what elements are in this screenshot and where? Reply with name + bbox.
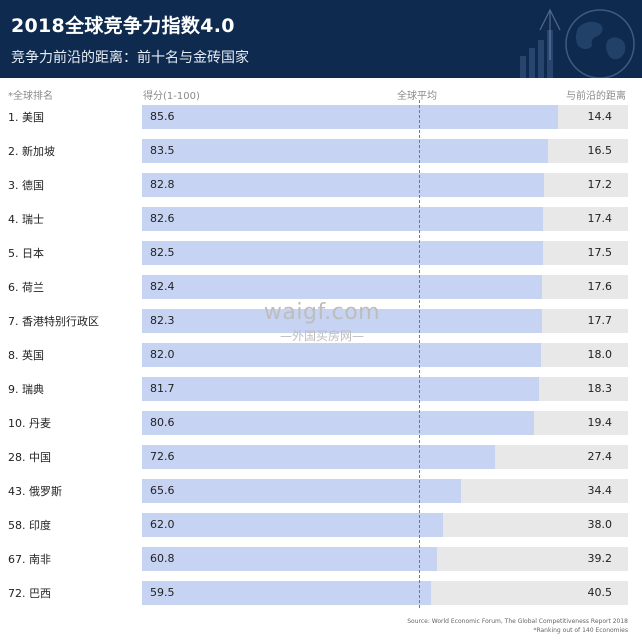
chart-row: 43. 俄罗斯 65.6 34.4 [0,479,642,503]
chart-row: 2. 新加坡 83.5 16.5 [0,139,642,163]
chart-row: 3. 德国 82.8 17.2 [0,173,642,197]
score-value-label: 82.0 [150,348,175,361]
score-value-label: 81.7 [150,382,175,395]
watermark: waigf.com —外国买房网— [262,300,382,344]
score-bar [142,241,543,265]
chart-header: 2018全球竞争力指数4.0 竞争力前沿的距离：前十名与金砖国家 [0,0,642,78]
chart-row: 28. 中国 72.6 27.4 [0,445,642,469]
category-label: 72. 巴西 [8,587,51,600]
distance-value-label: 17.4 [587,212,613,225]
source-note: Source: World Economic Forum, The Global… [407,617,628,635]
score-value-label: 82.3 [150,314,175,327]
chart-row: 58. 印度 62.0 38.0 [0,513,642,537]
score-bar [142,207,544,231]
score-bar [142,309,542,333]
score-bar [142,445,495,469]
average-column-header: 全球平均 [397,91,437,102]
watermark-sub: —外国买房网— [279,329,364,343]
distance-value-label: 17.7 [587,314,613,327]
distance-column-header: 与前沿的距离 [566,91,626,102]
distance-value-label: 38.0 [587,518,613,531]
category-label: 58. 印度 [8,519,51,532]
distance-value-label: 18.0 [587,348,613,361]
category-label: 3. 德国 [8,179,44,192]
distance-value-label: 39.2 [587,552,613,565]
chart-row: 8. 英国 82.0 18.0 [0,343,642,367]
score-bar [142,581,432,605]
category-label: 2. 新加坡 [8,145,55,158]
score-bar [142,275,543,299]
category-label: 4. 瑞士 [8,213,44,226]
distance-value-label: 17.2 [587,178,613,191]
chart-row: 6. 荷兰 82.4 17.6 [0,275,642,299]
category-label: 7. 香港特别行政区 [8,315,99,328]
category-label: 28. 中国 [8,451,51,464]
chart-row: 1. 美国 85.6 14.4 [0,105,642,129]
category-label: 43. 俄罗斯 [8,485,62,498]
chart-title: 2018全球竞争力指数4.0 [11,15,235,37]
watermark-main: waigf.com [263,300,381,325]
ranking-footnote: *Ranking out of 140 Economies [533,627,628,634]
category-label: 10. 丹麦 [8,417,51,430]
score-bar [142,343,541,367]
category-label: 6. 荷兰 [8,281,44,294]
distance-value-label: 19.4 [587,416,613,429]
chart-row: 67. 南非 60.8 39.2 [0,547,642,571]
source-line: Source: World Economic Forum, The Global… [407,618,628,625]
score-bar [142,173,545,197]
category-label: 9. 瑞典 [8,383,44,396]
globe-growth-graphic [520,8,635,78]
chart-row: 4. 瑞士 82.6 17.4 [0,207,642,231]
score-value-label: 60.8 [150,552,175,565]
category-label: 67. 南非 [8,553,51,566]
score-value-label: 82.4 [150,280,175,293]
score-value-label: 80.6 [150,416,175,429]
score-value-label: 82.6 [150,212,175,225]
chart-row: 9. 瑞典 81.7 18.3 [0,377,642,401]
distance-value-label: 34.4 [587,484,613,497]
distance-value-label: 17.5 [587,246,613,259]
distance-value-label: 27.4 [587,450,613,463]
score-column-header: 得分(1-100) [143,91,200,102]
score-value-label: 62.0 [150,518,175,531]
score-bar [142,377,540,401]
score-bar [142,547,438,571]
score-value-label: 72.6 [150,450,175,463]
category-label: 5. 日本 [8,247,44,260]
chart-row: 72. 巴西 59.5 40.5 [0,581,642,605]
chart-subtitle: 竞争力前沿的距离：前十名与金砖国家 [11,50,249,66]
score-value-label: 82.5 [150,246,175,259]
distance-value-label: 16.5 [587,144,613,157]
chart-row: 5. 日本 82.5 17.5 [0,241,642,265]
score-bar [142,411,534,435]
distance-value-label: 17.6 [587,280,613,293]
distance-value-label: 18.3 [587,382,613,395]
distance-value-label: 14.4 [587,110,613,123]
category-label: 8. 英国 [8,349,44,362]
score-value-label: 82.8 [150,178,175,191]
rank-column-header: *全球排名 [8,91,53,102]
score-value-label: 83.5 [150,144,175,157]
category-label: 1. 美国 [8,111,44,124]
score-value-label: 65.6 [150,484,175,497]
score-bar [142,513,444,537]
chart-row: 7. 香港特别行政区 82.3 17.7 [0,309,642,333]
score-bar [142,139,548,163]
score-bar [142,105,559,129]
score-value-label: 85.6 [150,110,175,123]
distance-value-label: 40.5 [587,586,613,599]
score-bar [142,479,461,503]
chart-row: 10. 丹麦 80.6 19.4 [0,411,642,435]
score-value-label: 59.5 [150,586,175,599]
global-average-line [419,100,420,608]
